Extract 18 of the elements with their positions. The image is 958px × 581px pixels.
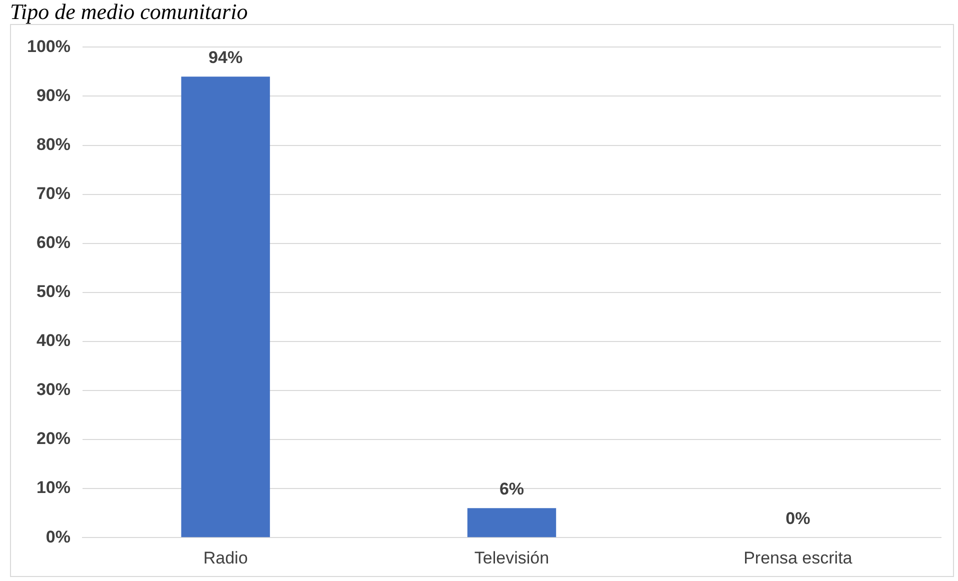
y-tick-label: 100% — [26, 36, 70, 56]
y-tick-label: 0% — [46, 527, 70, 546]
y-tick-label: 10% — [36, 478, 70, 498]
data-label: 0% — [786, 508, 810, 528]
y-tick-label: 70% — [36, 184, 70, 204]
y-tick-label: 80% — [36, 134, 70, 154]
chart-title: Tipo de medio comunitario — [9, 0, 249, 24]
data-label: 6% — [499, 479, 524, 498]
x-tick-label: Radio — [203, 548, 248, 568]
x-tick-label: Televisión — [474, 548, 550, 568]
data-label: 94% — [208, 48, 243, 67]
x-tick-label: Prensa escrita — [744, 548, 853, 568]
y-tick-label: 90% — [36, 86, 70, 105]
y-tick-label: 60% — [36, 233, 70, 252]
y-tick-label: 20% — [36, 429, 70, 448]
y-tick-label: 40% — [36, 331, 70, 350]
y-tick-label: 50% — [36, 282, 70, 302]
y-tick-label: 30% — [36, 380, 70, 400]
